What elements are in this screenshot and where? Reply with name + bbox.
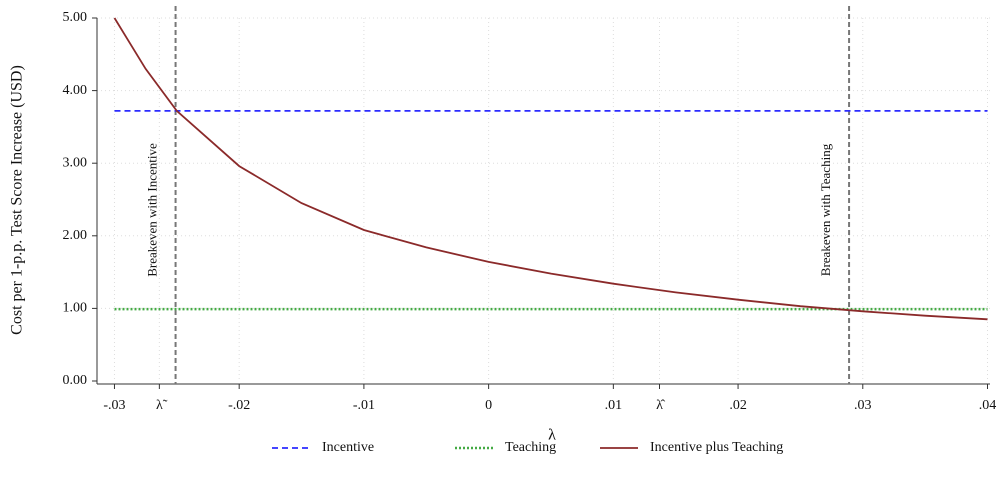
y-tick-label: 2.00 bbox=[63, 228, 88, 243]
y-tick-label: 1.00 bbox=[63, 301, 88, 316]
legend-label: Teaching bbox=[505, 440, 556, 455]
y-tick-label: 4.00 bbox=[63, 83, 88, 98]
x-axis-label: λ bbox=[548, 427, 556, 444]
reference-label: Breakeven with Incentive bbox=[145, 143, 160, 277]
x-tick-label: .04 bbox=[979, 398, 997, 413]
x-tick-label: -.03 bbox=[103, 398, 125, 413]
x-tick-label: λ̂ bbox=[656, 398, 666, 413]
x-tick-label: .03 bbox=[854, 398, 872, 413]
series-line bbox=[113, 17, 988, 321]
x-tick-label: λ̃ bbox=[156, 398, 168, 413]
legend-label: Incentive bbox=[322, 440, 374, 455]
x-tick-label: 0 bbox=[485, 398, 492, 413]
x-tick-label: -.02 bbox=[228, 398, 250, 413]
y-tick-label: 3.00 bbox=[63, 155, 88, 170]
y-tick-label: 5.00 bbox=[63, 10, 88, 25]
x-tick-label: -.01 bbox=[353, 398, 375, 413]
y-axis-label: Cost per 1-p.p. Test Score Increase (USD… bbox=[9, 65, 26, 335]
y-tick-label: 0.00 bbox=[63, 373, 88, 388]
legend-label: Incentive plus Teaching bbox=[650, 440, 783, 455]
x-tick-label: .01 bbox=[605, 398, 623, 413]
x-tick-label: .02 bbox=[729, 398, 747, 413]
reference-label: Breakeven with Teaching bbox=[818, 143, 833, 276]
